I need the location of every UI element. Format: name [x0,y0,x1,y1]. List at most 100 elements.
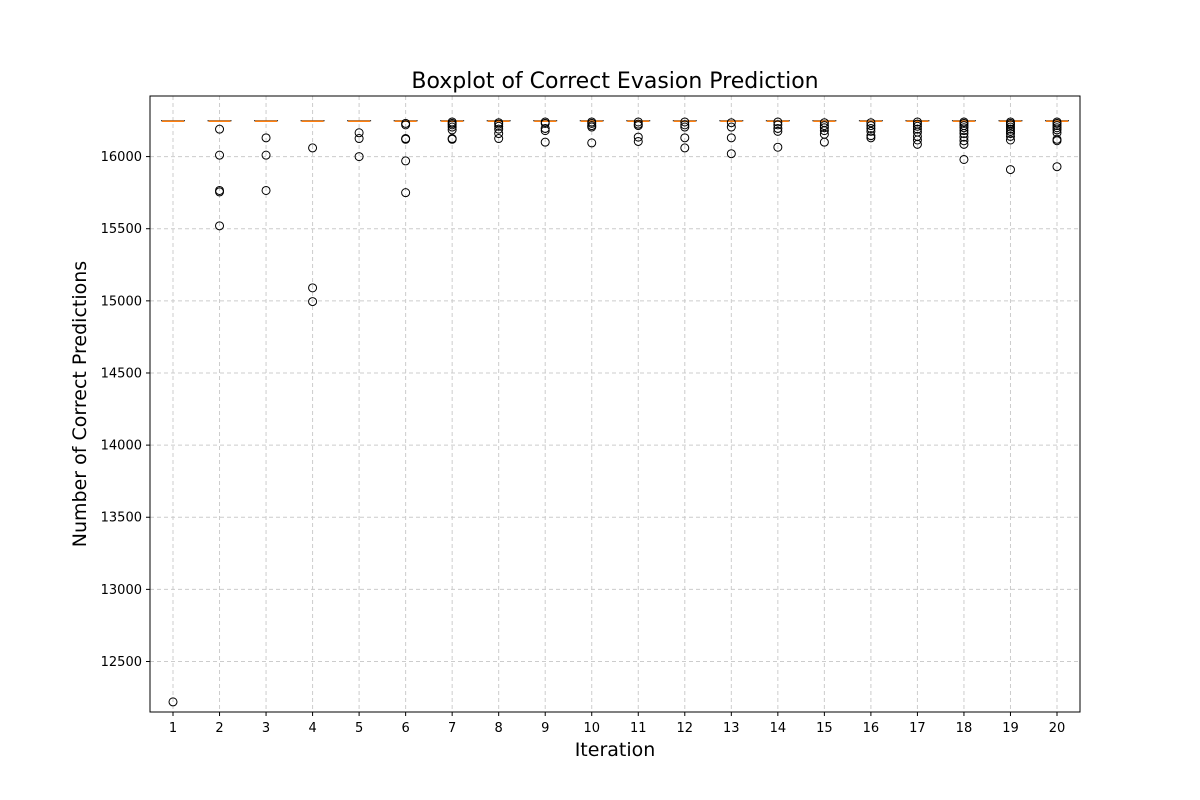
outlier-point [959,129,969,139]
outlier-point [215,221,225,231]
box-group [998,117,1023,175]
x-tick-label: 1 [169,721,177,736]
outlier-point [633,132,643,142]
outlier-point [168,697,178,707]
plot-area [161,117,1069,707]
x-tick-label: 18 [956,721,973,736]
outlier-point [494,124,504,134]
outlier-point [540,137,550,147]
outlier-point [494,121,504,131]
axes: 12500 13000 13500 14000 14500 15000 15500 16000… [101,150,1066,736]
box-group [765,117,790,152]
y-tick-label: 14500 [101,366,142,381]
outlier-point [261,150,271,160]
outlier-point [587,122,597,132]
outlier-point [866,118,876,128]
y-tick-label: 15000 [101,294,142,309]
outlier-point [773,120,783,130]
outlier-point [540,126,550,136]
y-tick-label: 13500 [101,511,142,526]
box-group [207,120,232,231]
box-group [300,120,325,307]
outlier-point [1052,136,1062,146]
x-tick-label: 11 [630,721,647,736]
outlier-point [866,123,876,133]
box-group [1045,117,1069,172]
outlier-point [587,138,597,148]
outlier-point [1005,135,1015,145]
outlier-point [1005,122,1015,132]
y-tick-label: 12500 [101,655,142,670]
y-tick-label: 13000 [101,583,142,598]
outlier-point [1005,126,1015,136]
outlier-point [819,123,829,133]
outlier-point [1052,118,1062,128]
outlier-point [1052,125,1062,135]
outlier-point [401,134,411,144]
outlier-point [1005,124,1015,134]
x-tick-label: 5 [355,721,363,736]
x-tick-label: 9 [541,721,549,736]
outlier-point [447,125,457,135]
y-tick-label: 14000 [101,439,142,454]
outlier-point [726,118,736,128]
x-tick-label: 2 [215,721,223,736]
outlier-point [773,117,783,127]
outlier-point [959,118,969,128]
outlier-point [959,136,969,146]
outlier-point [726,149,736,159]
x-tick-label: 7 [448,721,456,736]
outlier-point [912,139,922,149]
outlier-point [308,297,318,307]
outlier-point [912,117,922,127]
outlier-point [261,133,271,143]
outlier-point [215,187,225,197]
outlier-point [540,118,550,128]
box-group [393,118,418,198]
outlier-point [680,120,690,130]
box-group [254,120,279,195]
outlier-point [819,137,829,147]
outlier-point [401,120,411,130]
outlier-point [726,133,736,143]
outlier-point [866,121,876,131]
x-axis-label: Iteration [575,739,656,761]
plot-frame [149,95,1081,713]
outlier-point [912,135,922,145]
outlier-point [401,156,411,166]
outlier-point [633,136,643,146]
x-tick-label: 20 [1049,721,1066,736]
outlier-point [308,283,318,293]
outlier-point [866,131,876,141]
outlier-point [959,123,969,133]
outlier-point [866,133,876,143]
outlier-point [354,134,364,144]
x-tick-label: 3 [262,721,270,736]
outlier-point [959,132,969,142]
outlier-point [773,123,783,133]
outlier-point [447,122,457,132]
outlier-point [912,124,922,134]
outlier-point [308,143,318,153]
outlier-point [494,134,504,144]
box-group [951,117,976,164]
outlier-point [633,117,643,127]
x-tick-label: 4 [308,721,316,736]
x-tick-label: 8 [495,721,503,736]
y-tick-label: 16000 [101,150,142,165]
box-group [905,117,930,149]
outlier-point [773,142,783,152]
outlier-point [215,150,225,160]
x-tick-label: 15 [816,721,833,736]
outlier-point [1005,131,1015,141]
outlier-point [587,118,597,128]
outlier-point [1052,123,1062,133]
x-tick-label: 10 [583,721,600,736]
outlier-point [959,139,969,149]
x-tick-label: 19 [1002,721,1019,736]
outlier-point [773,126,783,136]
x-tick-label: 6 [401,721,409,736]
box-group [812,118,837,147]
